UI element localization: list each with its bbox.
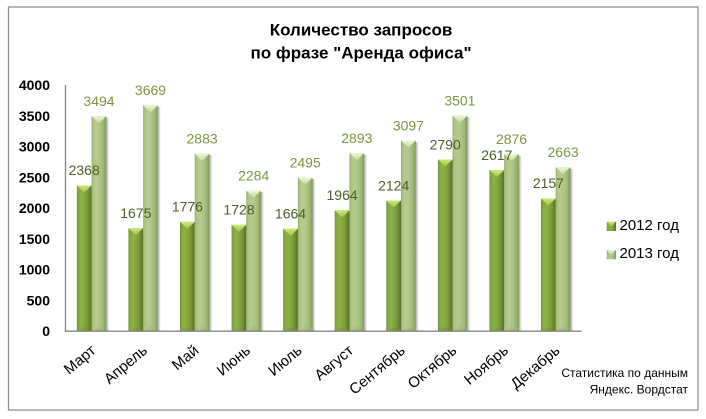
svg-text:2157: 2157 [533, 175, 564, 191]
svg-text:Количество запросов: Количество запросов [270, 21, 453, 40]
svg-text:3494: 3494 [83, 93, 114, 109]
svg-text:500: 500 [27, 292, 51, 308]
svg-text:2013 год: 2013 год [620, 245, 680, 262]
svg-text:2876: 2876 [496, 131, 527, 147]
svg-text:3501: 3501 [444, 93, 475, 109]
svg-text:2500: 2500 [19, 169, 50, 185]
svg-text:2012 год: 2012 год [620, 217, 680, 234]
svg-text:1964: 1964 [327, 187, 358, 203]
svg-text:по фразе "Аренда офиса": по фразе "Аренда офиса" [251, 44, 472, 63]
svg-text:2000: 2000 [19, 200, 50, 216]
svg-text:0: 0 [42, 323, 50, 339]
svg-text:1500: 1500 [19, 231, 50, 247]
svg-text:Статистика по данным: Статистика по данным [561, 366, 688, 380]
svg-text:2790: 2790 [430, 136, 461, 152]
svg-text:3097: 3097 [393, 117, 424, 133]
svg-text:1728: 1728 [223, 202, 254, 218]
svg-text:2617: 2617 [481, 147, 512, 163]
svg-text:2368: 2368 [69, 162, 100, 178]
svg-text:2495: 2495 [290, 154, 321, 170]
svg-text:2124: 2124 [378, 177, 409, 193]
svg-text:2284: 2284 [238, 167, 269, 183]
svg-text:2663: 2663 [548, 144, 579, 160]
svg-text:3000: 3000 [19, 139, 50, 155]
svg-text:2883: 2883 [187, 131, 218, 147]
svg-text:1000: 1000 [19, 262, 50, 278]
svg-text:3500: 3500 [19, 108, 50, 124]
svg-text:3669: 3669 [135, 82, 166, 98]
svg-text:1776: 1776 [172, 199, 203, 215]
svg-text:1675: 1675 [120, 205, 151, 221]
svg-text:2893: 2893 [341, 130, 372, 146]
svg-text:1664: 1664 [275, 206, 306, 222]
svg-text:4000: 4000 [19, 77, 50, 93]
svg-text:Яндекс. Вордстат: Яндекс. Вордстат [590, 383, 689, 397]
